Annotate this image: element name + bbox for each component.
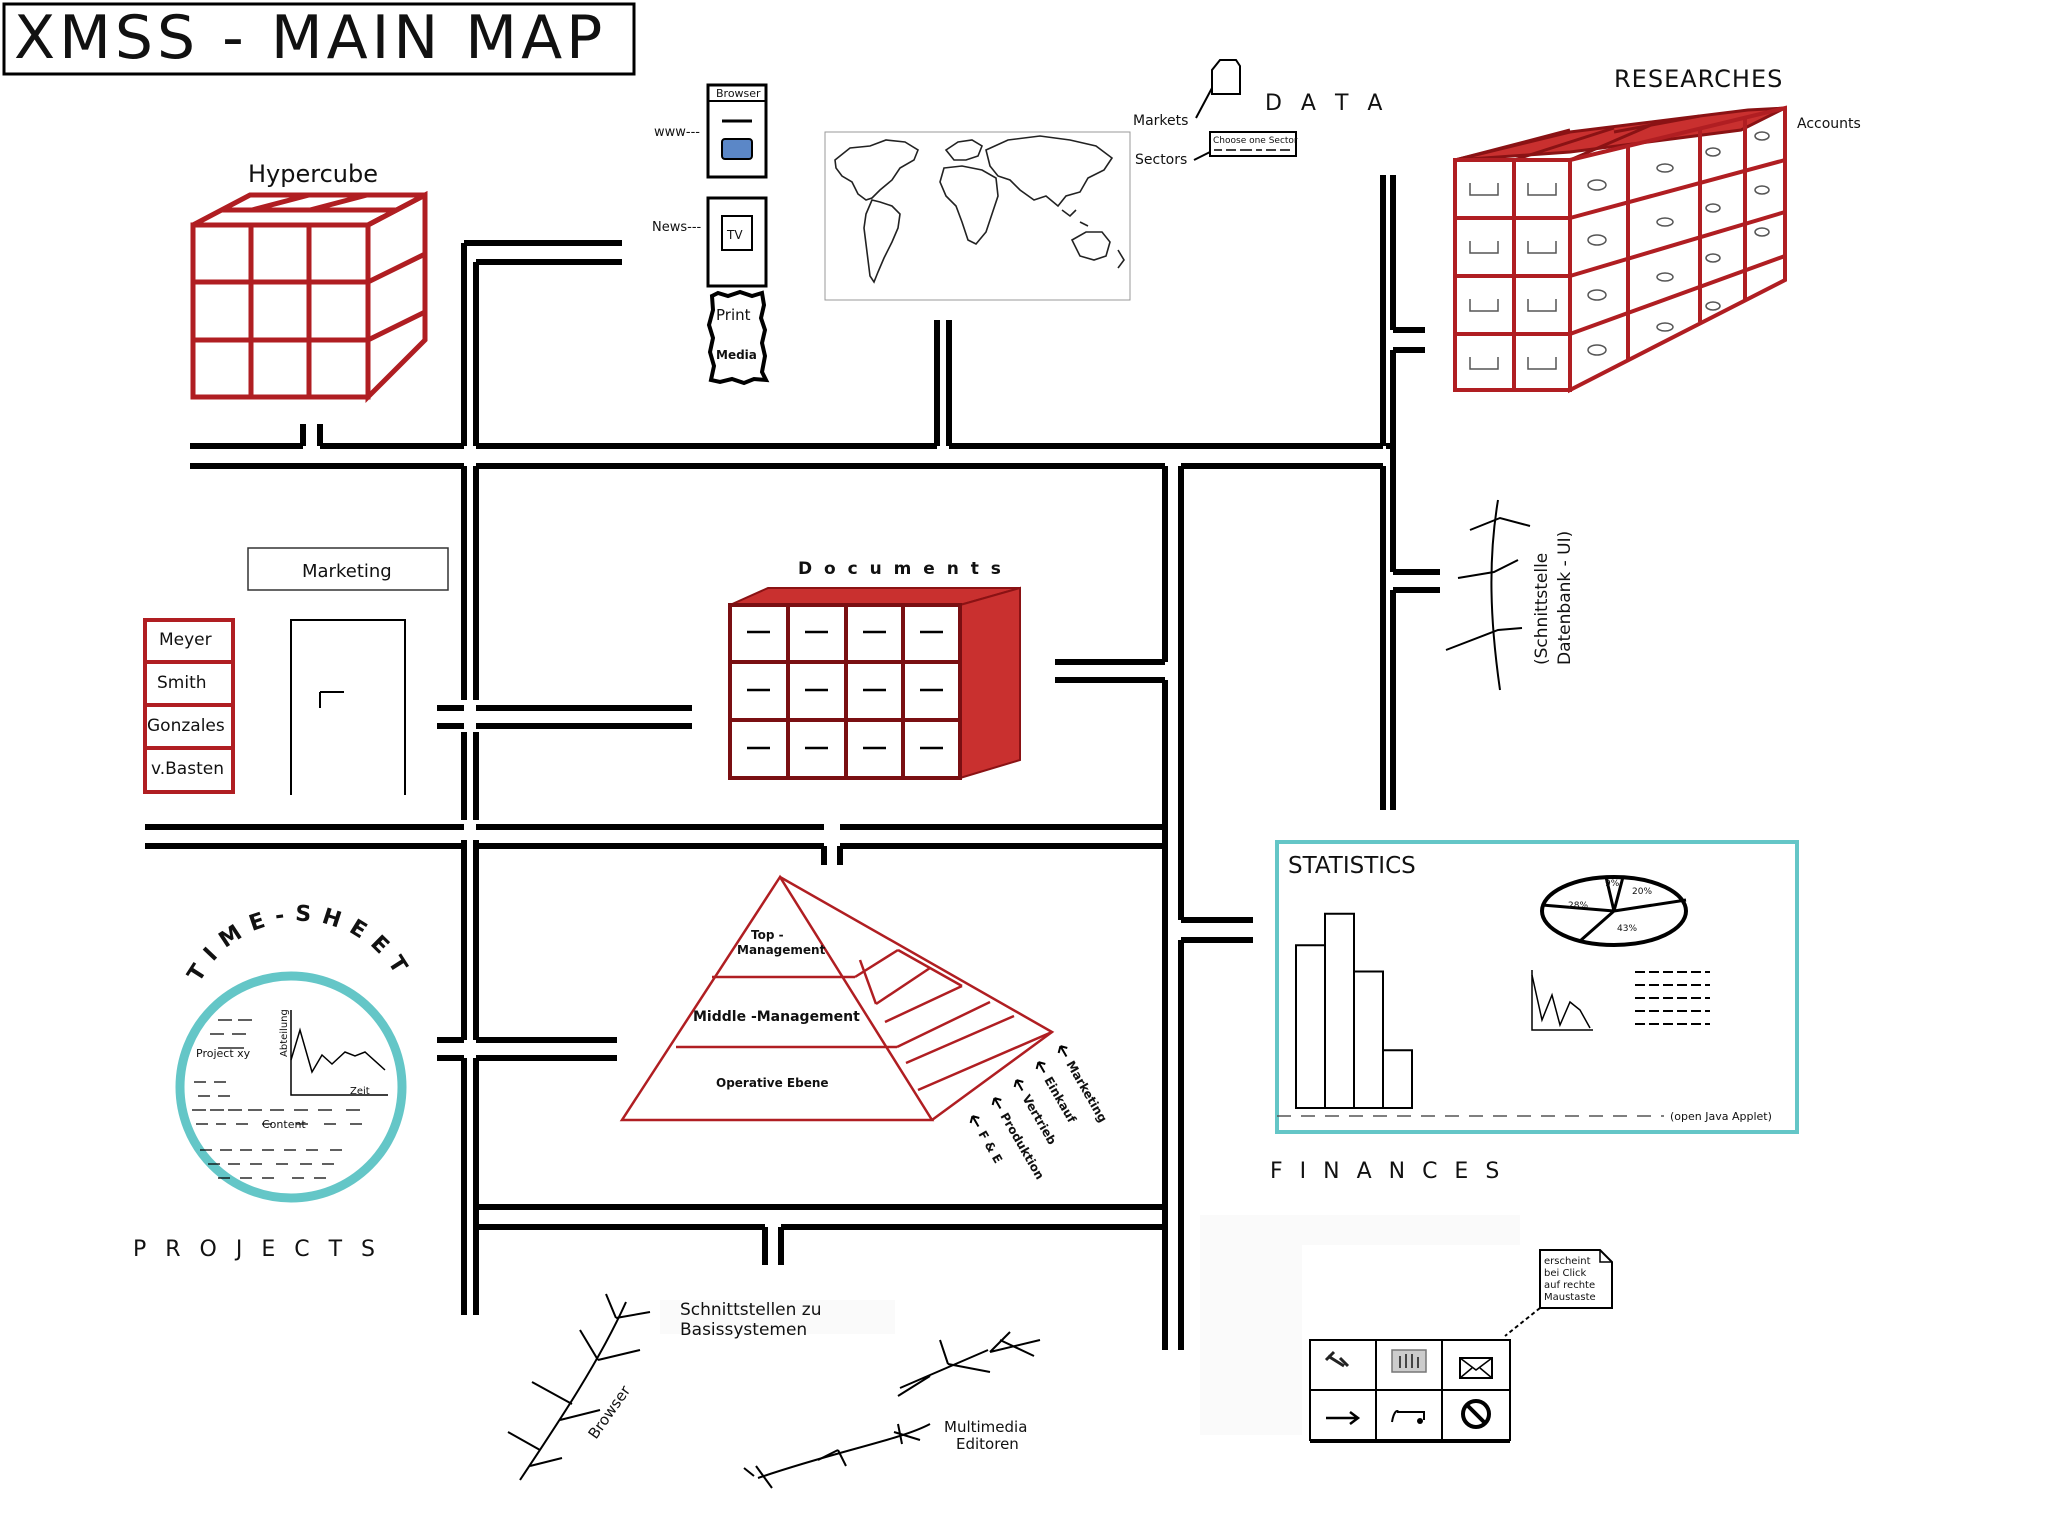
person-item[interactable]: Gonzales	[147, 716, 225, 736]
level-operative: Operative Ebene	[716, 1076, 829, 1090]
music-icon[interactable]	[1391, 1410, 1425, 1424]
statistics-panel[interactable]: STATISTICS 9% 20% 28% 43% (open Java App…	[1275, 840, 1799, 1134]
hand-icon[interactable]	[1391, 1349, 1427, 1373]
www-label: www---	[654, 125, 700, 140]
tv-widget[interactable]: TV News---	[652, 196, 768, 288]
histogram-bar	[1353, 970, 1384, 1109]
sector-select-placeholder: Choose one Sector	[1213, 136, 1298, 146]
histogram-bar	[1382, 1049, 1413, 1109]
histogram	[1295, 912, 1413, 1109]
sector-select[interactable]: Choose one Sector	[1209, 131, 1298, 157]
researches-cabinet[interactable]: RESEARCHES Accounts	[1453, 65, 1861, 394]
interfaces-line2: Basissystemen	[680, 1320, 807, 1340]
accounts-label: Accounts	[1797, 116, 1861, 132]
marketing-label: Marketing	[302, 561, 392, 582]
pie-label: 28%	[1568, 901, 1588, 911]
level-top: Top -	[751, 928, 784, 942]
department-labels: Marketing Einkauf Vertrieb Produktion F …	[969, 1045, 1110, 1182]
context-toolbox: erscheint bei Click auf rechte Maustaste	[1200, 1215, 1613, 1443]
marketing-button[interactable]: Marketing	[247, 547, 449, 591]
browser-label: Browser	[716, 87, 761, 100]
marketing-area: Marketing Meyer Smith Gonzales v.Basten	[143, 547, 449, 795]
multimedia-tree[interactable]: Multimedia Editoren	[743, 1331, 1041, 1489]
world-map[interactable]	[824, 131, 1131, 301]
pie-chart: 9% 20% 28% 43%	[1540, 875, 1688, 947]
interfaces-line1: Schnittstellen zu	[680, 1300, 822, 1320]
timesheet-project: Project xy	[196, 1047, 251, 1060]
data-panel: D A T A Markets Sectors Choose one Secto…	[1133, 59, 1388, 168]
browser-tree[interactable]: Browser	[507, 1293, 651, 1481]
applet-note[interactable]: (open Java Applet)	[1670, 1110, 1772, 1123]
finances-label: F I N A N C E S	[1270, 1159, 1504, 1184]
news-label: News---	[652, 220, 702, 235]
tv-label: TV	[726, 228, 743, 242]
pie-label: 20%	[1632, 887, 1652, 897]
browser-widget[interactable]: Browser www---	[654, 83, 768, 179]
sectors-label: Sectors	[1135, 152, 1187, 168]
data-label: D A T A	[1265, 91, 1388, 116]
note-line: erscheint	[1544, 1256, 1591, 1267]
timesheet-axis-y: Abteilung	[279, 1009, 290, 1057]
multimedia-label-2: Editoren	[956, 1435, 1019, 1453]
level-top-2: Management	[737, 943, 826, 957]
dept-fe: F & E	[975, 1128, 1005, 1166]
title-box: XMSS - MAIN MAP	[2, 2, 636, 76]
media-column: Browser www--- TV News--- Print Media	[652, 83, 770, 386]
projects-label: P R O J E C T S	[133, 1237, 381, 1262]
timesheet-axis-x: Zeit	[350, 1086, 370, 1097]
arrow-icon[interactable]	[1326, 1411, 1361, 1425]
legend-dashes	[1635, 971, 1710, 1025]
timesheet[interactable]: TIME-SHEET Project xy Abteilung Zeit Con…	[175, 901, 417, 1203]
person-item[interactable]: v.Basten	[151, 759, 224, 779]
db-interface-tree: (Schnittstelle Datenbank - UI)	[1445, 499, 1575, 691]
mail-icon[interactable]	[1459, 1357, 1493, 1379]
wrench-icon[interactable]	[1324, 1350, 1350, 1368]
documents-label: D o c u m e n t s	[798, 559, 1004, 579]
mini-line-chart	[1531, 970, 1593, 1031]
base-system-interfaces: Schnittstellen zu Basissystemen Browser …	[507, 1293, 1041, 1489]
note-line: bei Click	[1544, 1268, 1586, 1279]
person-item[interactable]: Smith	[157, 673, 207, 693]
road-network	[145, 175, 1440, 1350]
level-middle: Middle -Management	[693, 1009, 860, 1025]
note-line: Maustaste	[1544, 1292, 1596, 1303]
people-list: Meyer Smith Gonzales v.Basten	[143, 618, 235, 794]
histogram-bar	[1295, 944, 1326, 1109]
db-interface-line2: Datenbank - UI)	[1555, 531, 1575, 665]
pie-label: 9%	[1605, 879, 1620, 889]
print-label: Print	[716, 306, 751, 324]
markets-label: Markets	[1133, 113, 1188, 129]
documents-cabinet[interactable]: D o c u m e n t s	[728, 559, 1021, 780]
note-line: auf rechte	[1544, 1280, 1595, 1291]
marketing-door[interactable]	[290, 619, 406, 795]
hypercube[interactable]: Hypercube	[190, 160, 428, 404]
management-pyramid[interactable]: Top - Management Middle -Management Oper…	[619, 874, 1110, 1182]
histogram-bar	[1324, 912, 1355, 1109]
researches-label: RESEARCHES	[1614, 65, 1783, 93]
context-note: erscheint bei Click auf rechte Maustaste	[1504, 1249, 1613, 1337]
print-media-label: Media	[716, 348, 757, 362]
statistics-label: STATISTICS	[1288, 853, 1416, 879]
pie-label: 43%	[1617, 924, 1637, 934]
page-title: XMSS - MAIN MAP	[14, 3, 606, 73]
forbidden-icon[interactable]	[1461, 1399, 1491, 1429]
db-interface-line1: (Schnittstelle	[1532, 553, 1552, 665]
print-media-widget[interactable]: Print Media	[706, 289, 770, 386]
person-item[interactable]: Meyer	[159, 630, 212, 650]
hypercube-label: Hypercube	[248, 160, 378, 188]
multimedia-label-1: Multimedia	[944, 1418, 1027, 1436]
timesheet-content: Content	[262, 1118, 306, 1131]
